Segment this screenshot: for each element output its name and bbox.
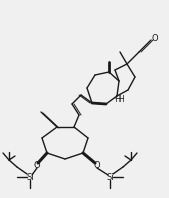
Text: O: O	[34, 161, 40, 169]
Text: Si: Si	[26, 172, 34, 182]
Text: O: O	[152, 33, 158, 43]
Text: Si: Si	[106, 172, 114, 182]
Text: O: O	[94, 161, 100, 169]
Text: H: H	[118, 94, 124, 104]
Text: ·H: ·H	[113, 94, 121, 104]
